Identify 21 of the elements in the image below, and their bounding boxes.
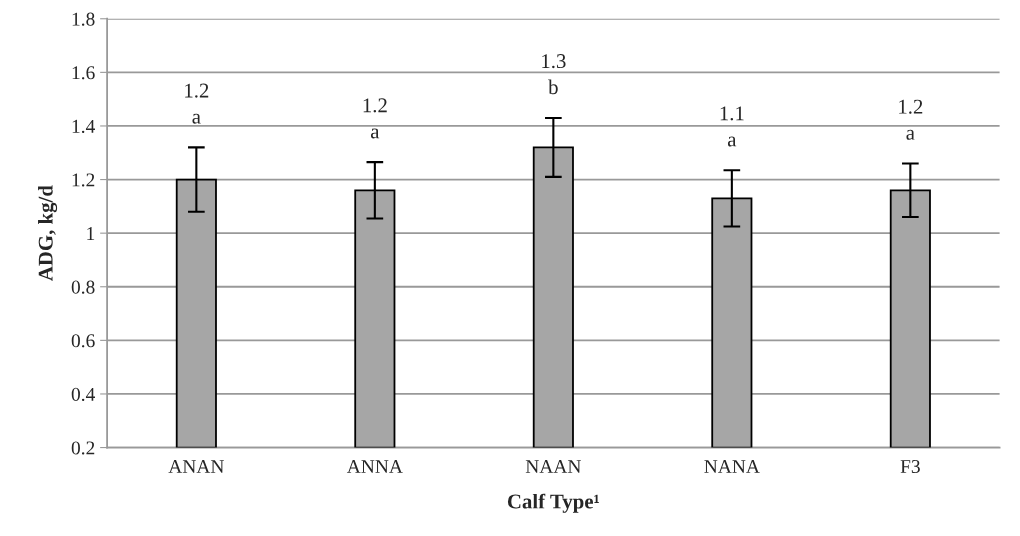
y-tick-label: 0.8 [71, 280, 95, 294]
x-axis-title: Calf Type¹ [507, 493, 599, 513]
data-label: 1.2 a [185, 83, 209, 124]
x-tick-label: NAAN [525, 460, 581, 473]
x-tick-label: ANNA [346, 460, 403, 473]
data-label: 1.2 a [899, 99, 923, 140]
data-label: 1.2 a [363, 98, 387, 139]
y-tick-label: 0.4 [71, 387, 95, 401]
x-tick-label: F3 [900, 459, 920, 474]
y-tick-label: 1.8 [72, 12, 95, 26]
data-label: 1.1 a [720, 106, 744, 147]
y-tick-label: 1 [87, 227, 95, 240]
x-tick-label: ANAN [168, 460, 224, 473]
data-label: 1.3 b [542, 54, 566, 95]
y-tick-label: 0.2 [71, 441, 95, 455]
y-axis-title: ADG, kg/d [38, 185, 58, 281]
y-tick-label: 1.4 [72, 119, 95, 133]
x-tick-label: NANA [704, 460, 760, 473]
y-tick-label: 0.6 [71, 334, 95, 348]
y-tick-label: 1.2 [72, 173, 95, 187]
y-tick-label: 1.6 [72, 66, 95, 80]
